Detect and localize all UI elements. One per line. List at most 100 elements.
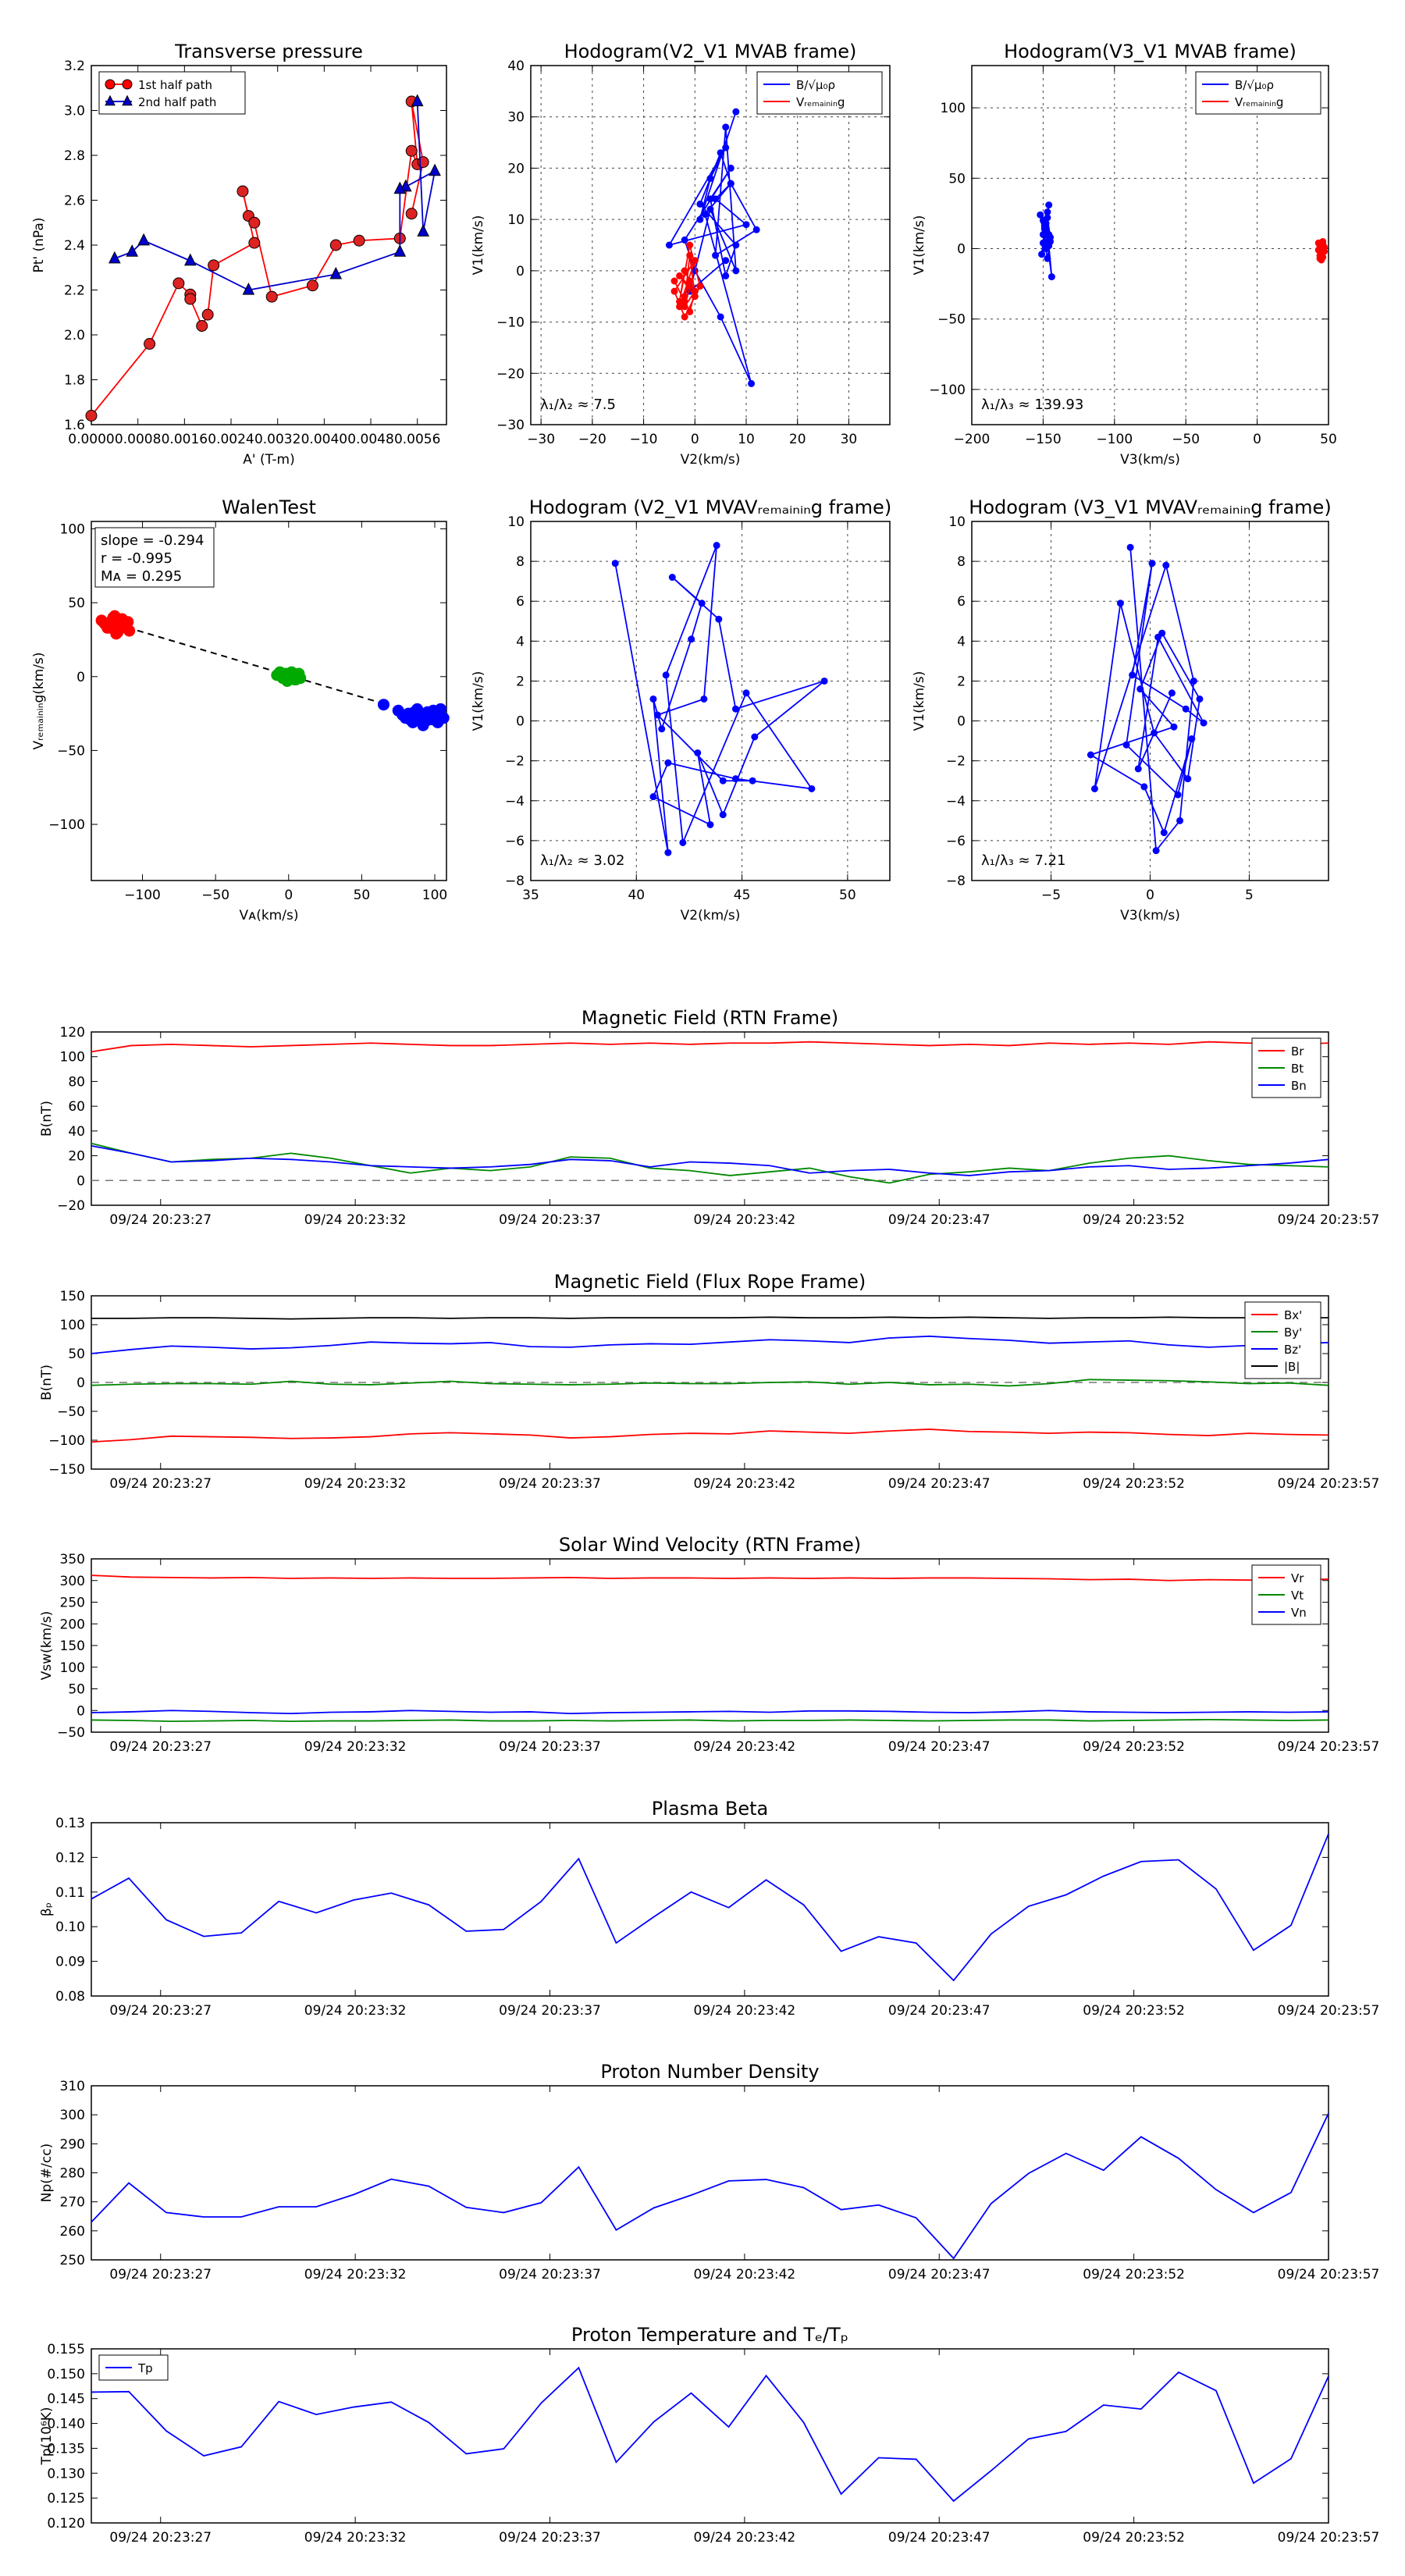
x-tick-label: 09/24 20:23:27: [109, 1476, 212, 1492]
data-point: [1154, 633, 1162, 641]
data-point: [670, 287, 678, 295]
data-point: [717, 313, 724, 321]
x-tick-label: 09/24 20:23:27: [109, 1212, 212, 1228]
data-point: [429, 163, 441, 176]
x-tick-label: 09/24 20:23:37: [499, 1212, 601, 1228]
data-point: [1039, 216, 1047, 224]
y-tick-label: 280: [60, 2166, 85, 2182]
legend-label: By': [1284, 1325, 1302, 1340]
x-tick-label: 40: [628, 888, 645, 903]
data-point: [110, 628, 123, 640]
data-point: [668, 574, 676, 582]
data-point: [1044, 208, 1051, 216]
data-point: [694, 749, 702, 756]
data-point: [731, 775, 739, 783]
legend-label: 2nd half path: [138, 95, 216, 109]
x-tick-label: 0.0024: [208, 432, 254, 447]
x-tick-label: 09/24 20:23:52: [1083, 1739, 1185, 1755]
x-tick-label: 09/24 20:23:37: [499, 1739, 601, 1755]
data-point: [108, 251, 121, 264]
chart-title: Magnetic Field (Flux Rope Frame): [554, 1271, 866, 1293]
legend-label: Vᵣₑₘₐᵢₙᵢₙg: [1235, 95, 1283, 109]
data-point: [1196, 695, 1204, 703]
data-point: [688, 635, 695, 643]
y-tick-label: 100: [60, 521, 85, 537]
ratio-annotation: λ₁/λ₂ ≈ 7.5: [540, 397, 616, 413]
y-tick-label: −100: [48, 817, 85, 833]
y-tick-label: 10: [948, 514, 966, 530]
legend-box: [98, 71, 246, 115]
y-tick-label: 100: [60, 1318, 85, 1333]
data-point: [686, 251, 694, 259]
chart-bfield_rtn: 09/24 20:23:27 09/24 20:23:32 09/24 20:23:…: [39, 1007, 1379, 1228]
y-tick-label: −20: [496, 366, 525, 382]
data-point: [173, 277, 185, 290]
chart-vsw: 09/24 20:23:27 09/24 20:23:32 09/24 20:23:…: [39, 1534, 1379, 1755]
x-tick-label: 09/24 20:23:42: [694, 1212, 796, 1228]
y-tick-label: −6: [505, 834, 525, 849]
data-point: [686, 241, 694, 249]
y-tick-label: 6: [957, 594, 966, 610]
series-line-Br: [91, 1041, 1329, 1053]
y-tick-label: −100: [929, 382, 966, 398]
data-point: [1188, 735, 1196, 743]
y-tick-label: 30: [507, 110, 525, 126]
y-tick-label: 60: [68, 1099, 85, 1115]
data-point: [1170, 723, 1178, 731]
y-tick-label: 350: [60, 1552, 85, 1567]
y-tick-label: 0: [76, 670, 85, 685]
series-line: [614, 545, 825, 853]
series-line-|B|: [91, 1316, 1329, 1320]
data-point: [1162, 561, 1170, 569]
ratio-annotation: λ₁/λ₃ ≈ 139.93: [981, 397, 1083, 413]
chart-title: Transverse pressure: [174, 41, 363, 62]
legend-box: [756, 71, 883, 115]
data-point: [208, 259, 220, 272]
data-point: [820, 677, 828, 685]
data-point: [377, 699, 389, 711]
legend-label: B/√μ₀ρ: [796, 78, 835, 92]
data-point: [1148, 560, 1156, 568]
data-point: [719, 811, 727, 819]
legend-label: Vr: [1291, 1571, 1304, 1585]
data-point: [1200, 719, 1208, 727]
data-point: [144, 338, 156, 350]
x-tick-label: 09/24 20:23:32: [304, 2530, 407, 2546]
stats-line: r = -0.995: [101, 550, 173, 567]
x-tick-label: 09/24 20:23:57: [1278, 1739, 1380, 1755]
data-point: [706, 820, 714, 828]
data-point: [1126, 543, 1134, 551]
ratio-annotation: λ₁/λ₃ ≈ 7.21: [981, 852, 1065, 869]
chart-np: 09/24 20:23:27 09/24 20:23:32 09/24 20:23:…: [39, 2061, 1379, 2282]
series-line-By': [91, 1379, 1329, 1387]
series-line-Bz': [91, 1335, 1329, 1354]
y-tick-label: −8: [946, 873, 966, 889]
x-tick-label: 50: [354, 888, 371, 903]
y-tick-label: −2: [505, 754, 525, 770]
axes-frame: [91, 65, 447, 425]
data-point: [85, 410, 98, 422]
data-point: [411, 94, 424, 107]
y-tick-label: −50: [57, 1725, 85, 1741]
data-point: [1182, 705, 1190, 713]
y-tick-label: 0.130: [47, 2466, 85, 2482]
data-point: [662, 671, 670, 679]
series-line-Np: [91, 2112, 1329, 2260]
data-point: [248, 216, 261, 229]
y-tick-label: 0.155: [47, 2342, 85, 2357]
y-tick-label: 80: [68, 1074, 85, 1090]
x-tick-label: 0: [284, 888, 293, 903]
axes-frame: [91, 2348, 1329, 2524]
data-point: [691, 287, 699, 295]
x-tick-label: 09/24 20:23:32: [304, 2003, 407, 2019]
x-tick-label: 09/24 20:23:32: [304, 1739, 407, 1755]
legend-label: |B|: [1284, 1360, 1300, 1374]
x-tick-label: −10: [630, 432, 658, 447]
chart-walen: −100 −50 0 50 100 −100 −50 0 50 100 WalenTest Vᴀ(km…: [31, 496, 450, 923]
x-axis-label: V2(km/s): [681, 452, 741, 468]
y-tick-label: 1.6: [64, 418, 85, 433]
data-point: [742, 689, 750, 697]
legend-label: Bx': [1284, 1308, 1302, 1322]
x-axis-label: V3(km/s): [1120, 908, 1180, 923]
